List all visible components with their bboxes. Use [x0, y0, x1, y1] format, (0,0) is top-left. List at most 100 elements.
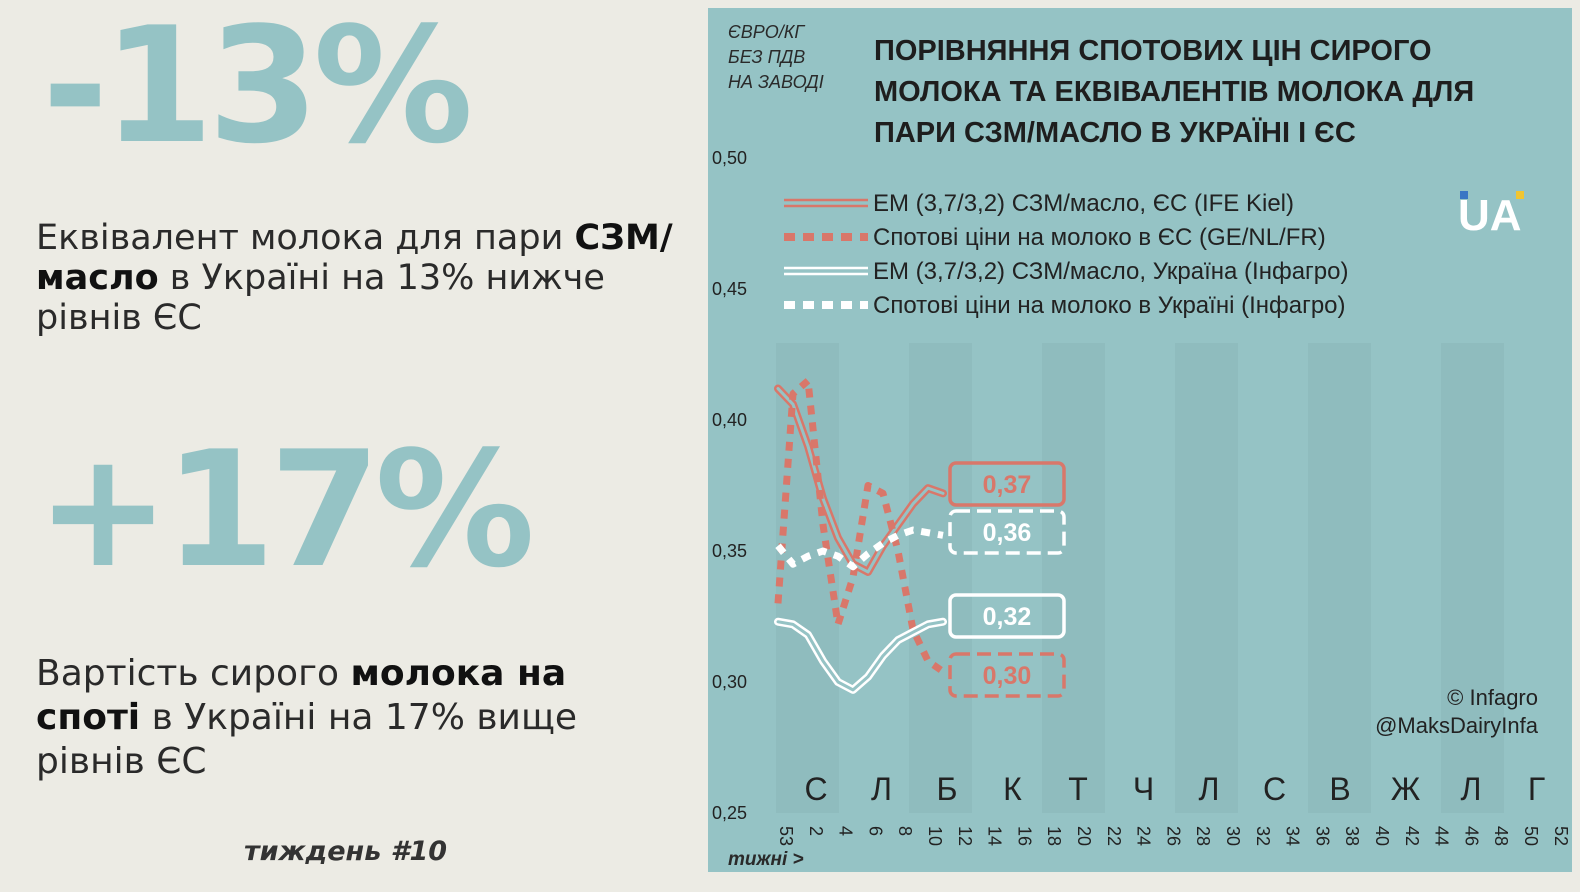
- end-label-value: 0,32: [983, 603, 1032, 631]
- credit-line-2: @MaksDairyInfa: [1375, 713, 1539, 738]
- stat1-description: Еквівалент молока для пари СЗМ/масло в У…: [36, 218, 676, 338]
- desc2-bold: молока на споті: [36, 653, 567, 738]
- chart-panel: ЄВРО/КГ БЕЗ ПДВ НА ЗАВОДІ ПОРІВНЯННЯ СПО…: [708, 8, 1572, 872]
- stat2-description: Вартість сирого молока на споті в Україн…: [36, 652, 676, 784]
- x-tick-label: 48: [1491, 826, 1511, 846]
- x-tick-label: 14: [985, 826, 1005, 846]
- month-label: Б: [937, 771, 958, 807]
- title-line-3: ПАРИ СЗМ/МАСЛО В УКРАЇНІ І ЄС: [874, 116, 1356, 149]
- month-label: Ч: [1133, 771, 1154, 807]
- end-label-box: [948, 593, 1066, 639]
- desc2-text: Вартість сирого: [36, 653, 351, 694]
- month-band: [1441, 343, 1504, 813]
- x-tick-label: 8: [895, 826, 915, 836]
- x-tick-label: 34: [1283, 826, 1303, 846]
- ylabel-line-2: БЕЗ ПДВ: [728, 47, 805, 67]
- end-label-box: [948, 509, 1066, 555]
- month-label: Л: [871, 771, 892, 807]
- month-label: Ж: [1391, 771, 1421, 807]
- end-label-box: [948, 652, 1066, 698]
- desc1-bold: СЗМ/масло: [36, 218, 673, 298]
- legend-label: Спотові ціни на молоко в ЄС (GE/NL/FR): [873, 224, 1326, 251]
- y-tick-label: 0,35: [712, 541, 747, 561]
- month-bands: [776, 343, 1504, 813]
- x-tick-label: 18: [1044, 826, 1064, 846]
- left-column: -13% Еквівалент молока для пари СЗМ/масл…: [0, 0, 700, 892]
- title-line-2: МОЛОКА ТА ЕКВІВАЛЕНТІВ МОЛОКА ДЛЯ: [874, 76, 1474, 108]
- end-label-value: 0,36: [983, 519, 1032, 547]
- y-tick-label: 0,30: [712, 672, 747, 692]
- x-tick-label: 4: [836, 826, 856, 836]
- y-ticks: 0,25 0,30 0,35 0,40 0,45 0,50: [712, 148, 747, 823]
- x-axis-label: тижні >: [728, 849, 804, 870]
- x-tick-label: 52: [1551, 826, 1571, 846]
- end-label-value: 0,37: [983, 471, 1032, 499]
- line-chart: ЄВРО/КГ БЕЗ ПДВ НА ЗАВОДІ ПОРІВНЯННЯ СПО…: [712, 22, 1571, 870]
- end-label-box: [948, 461, 1066, 507]
- x-tick-label: 44: [1432, 826, 1452, 846]
- legend: ЕМ (3,7/3,2) СЗМ/масло, ЄС (IFE Kiel) Спо…: [784, 190, 1349, 319]
- x-ticks: 53 2 4 6 8 10 12 14 16 18 20 22 24 26 28 30 32 34 36 38 40 42…: [776, 826, 1571, 846]
- stat-plus-17: +17%: [36, 416, 535, 603]
- y-tick-label: 0,50: [712, 148, 747, 168]
- desc1-text-end: в Україні на 13% нижче рівнів ЄС: [36, 258, 605, 338]
- y-tick-label: 0,25: [712, 803, 747, 823]
- x-tick-label: 50: [1521, 826, 1541, 846]
- month-label: Г: [1528, 771, 1545, 807]
- x-tick-label: 26: [1163, 826, 1183, 846]
- x-tick-label: 20: [1074, 826, 1094, 846]
- x-tick-label: 38: [1342, 826, 1362, 846]
- y-axis-title: ЄВРО/КГ БЕЗ ПДВ НА ЗАВОДІ: [728, 22, 824, 92]
- x-tick-label: 28: [1193, 826, 1213, 846]
- x-tick-label: 30: [1223, 826, 1243, 846]
- credit-line-1: © Infagro: [1447, 685, 1538, 710]
- desc1-text: Еквівалент молока для пари: [36, 218, 575, 258]
- end-label-value: 0,30: [983, 662, 1032, 690]
- month-band: [909, 343, 972, 813]
- month-label: Т: [1068, 771, 1088, 807]
- x-tick-label: 32: [1253, 826, 1273, 846]
- month-band: [1175, 343, 1238, 813]
- y-tick-label: 0,45: [712, 279, 747, 299]
- x-tick-label: 16: [1014, 826, 1034, 846]
- ua-logo: UA: [1458, 191, 1524, 240]
- logo-blue-dot: [1460, 191, 1468, 199]
- month-label: С: [804, 771, 827, 807]
- month-label: В: [1329, 771, 1350, 807]
- x-tick-label: 36: [1312, 826, 1332, 846]
- week-number: тиждень #10: [244, 836, 448, 867]
- series-line-inner: [776, 620, 945, 692]
- x-tick-label: 2: [806, 826, 826, 836]
- x-tick-label: 10: [925, 826, 945, 846]
- stat-minus-13: -13%: [42, 0, 473, 179]
- month-label: С: [1263, 771, 1286, 807]
- ua-logo-text: UA: [1458, 191, 1522, 240]
- month-label: Л: [1199, 771, 1220, 807]
- ylabel-line-3: НА ЗАВОДІ: [728, 72, 824, 92]
- logo-yellow-dot: [1516, 191, 1524, 199]
- month-band: [1308, 343, 1371, 813]
- x-tick-label: 42: [1402, 826, 1422, 846]
- end-value-labels: 0,37 0,36 0,32 0,30: [948, 461, 1066, 698]
- chart-title: ПОРІВНЯННЯ СПОТОВИХ ЦІН СИРОГО МОЛОКА ТА…: [874, 35, 1474, 149]
- series-line-inner: [776, 387, 945, 574]
- title-line-1: ПОРІВНЯННЯ СПОТОВИХ ЦІН СИРОГО: [874, 35, 1432, 67]
- x-tick-label: 46: [1461, 826, 1481, 846]
- month-label: К: [1003, 771, 1022, 807]
- month-label: Л: [1461, 771, 1482, 807]
- series-line-dotted: [775, 526, 944, 571]
- desc2-text-end: в Україні на 17% вище рівнів ЄС: [36, 697, 578, 782]
- x-tick-label: 40: [1372, 826, 1392, 846]
- month-band: [1042, 343, 1105, 813]
- x-tick-label: 24: [1134, 826, 1154, 846]
- x-tick-label: 6: [865, 826, 885, 836]
- credit: © Infagro @MaksDairyInfa: [1375, 685, 1539, 738]
- x-tick-label: 53: [776, 826, 796, 846]
- legend-label: ЕМ (3,7/3,2) СЗМ/масло, ЄС (IFE Kiel): [873, 190, 1294, 217]
- legend-label: ЕМ (3,7/3,2) СЗМ/масло, Україна (Інфагро…: [873, 258, 1349, 285]
- series-line-dotted: [774, 377, 946, 675]
- x-tick-label: 12: [955, 826, 975, 846]
- ylabel-line-1: ЄВРО/КГ: [728, 22, 805, 42]
- x-tick-label: 22: [1104, 826, 1124, 846]
